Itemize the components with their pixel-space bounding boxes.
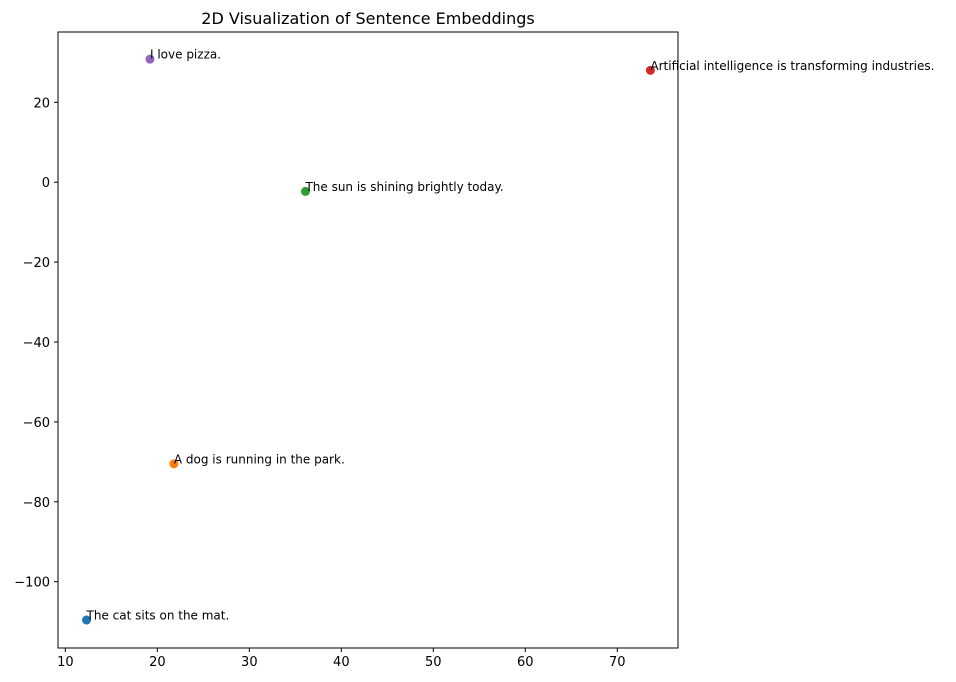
y-tick-label: −60: [23, 416, 50, 431]
point-label: The sun is shining brightly today.: [304, 180, 503, 194]
y-tick-label: −40: [23, 336, 50, 351]
scatter-point: [145, 54, 155, 64]
point-label: The cat sits on the mat.: [86, 609, 230, 623]
point-label: A dog is running in the park.: [174, 452, 345, 466]
y-tick-label: 20: [33, 96, 50, 111]
y-tick-label: −100: [14, 576, 50, 591]
y-tick-label: −20: [23, 256, 50, 271]
x-axis: 10 20 30 40 50 60 70: [57, 648, 626, 670]
scatter-point: [645, 65, 655, 75]
plot-area-frame: [57, 31, 679, 649]
x-tick-label: 30: [241, 655, 258, 670]
x-tick-label: 10: [57, 655, 74, 670]
x-tick-label: 20: [149, 655, 166, 670]
x-tick-label: 60: [517, 655, 534, 670]
y-tick-label: −80: [23, 496, 50, 511]
scatter-point: [169, 459, 179, 469]
x-tick-label: 50: [425, 655, 442, 670]
x-tick-label: 40: [333, 655, 350, 670]
scatter-point: [300, 186, 310, 196]
x-tick-label: 70: [609, 655, 626, 670]
y-tick-label: 0: [42, 176, 50, 191]
point-label: I love pizza.: [150, 48, 221, 62]
y-axis: 20 0 −20 −40 −60 −80 −100: [14, 96, 58, 591]
scatter-points: [82, 54, 655, 625]
scatter-point: [82, 615, 92, 625]
point-labels: The cat sits on the mat. A dog is running…: [86, 48, 935, 623]
chart-title: 2D Visualization of Sentence Embeddings: [201, 9, 534, 28]
point-label: Artificial intelligence is transforming …: [650, 59, 934, 73]
